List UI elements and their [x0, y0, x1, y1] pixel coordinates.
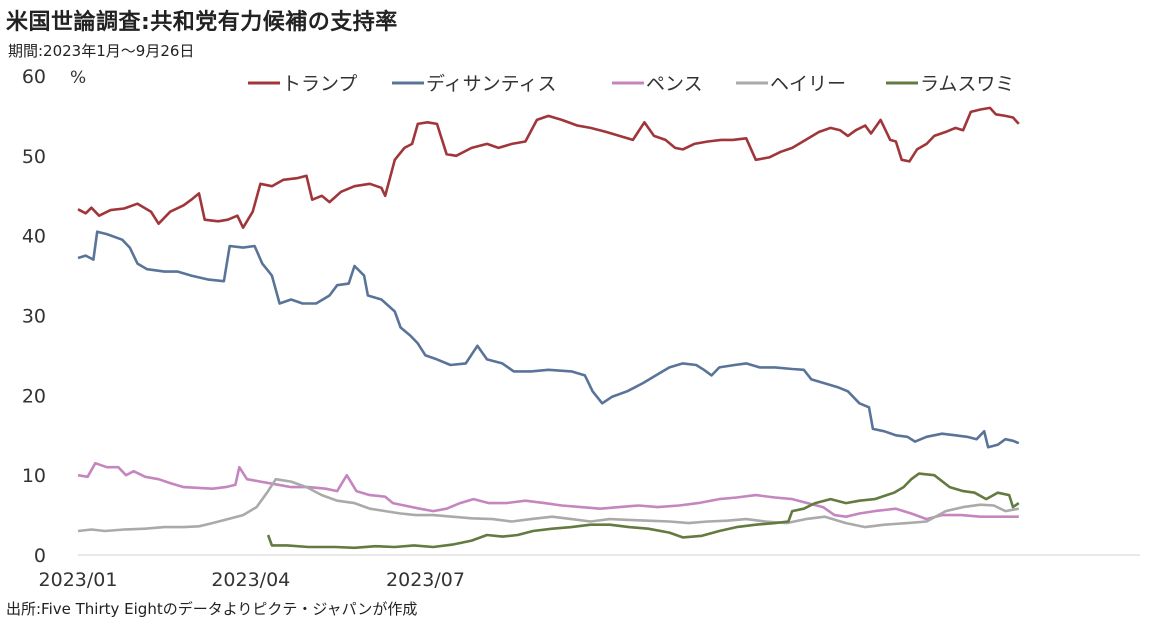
x-axis-ticks: 2023/01 2023/04 2023/07	[39, 569, 465, 591]
x-tick-label: 2023/04	[211, 569, 290, 591]
legend-label: ラムスワミ	[920, 73, 1014, 95]
y-tick-label: 30	[22, 306, 46, 328]
y-tick-label: 60	[22, 66, 46, 88]
y-axis-ticks: 0 10 20 30 40 50 60	[22, 66, 46, 567]
series-line-5	[266, 472, 1020, 550]
chart-title: 米国世論調査:共和党有力候補の支持率	[6, 10, 398, 35]
y-tick-label: 10	[22, 465, 46, 487]
y-tick-label: 40	[22, 226, 46, 248]
series-line-2	[77, 230, 1020, 449]
series-line-1	[77, 106, 1020, 229]
series-lines	[77, 106, 1020, 550]
y-tick-label: 20	[22, 385, 46, 407]
source-note: 出所:Five Thirty Eightのデータよりピクテ・ジャパンが作成	[6, 600, 418, 618]
x-tick-label: 2023/07	[386, 569, 465, 591]
y-tick-label: 50	[22, 146, 46, 168]
legend-label: ディサンティス	[426, 73, 557, 95]
x-tick-label: 2023/01	[39, 569, 118, 591]
legend-label: ペンス	[646, 73, 703, 95]
legend: トランプ ディサンティス ペンス ヘイリー ラムスワミ	[248, 73, 1014, 95]
y-tick-label: 0	[34, 545, 46, 567]
legend-label: トランプ	[282, 73, 357, 95]
y-axis-unit: %	[70, 68, 86, 88]
legend-label: ヘイリー	[770, 73, 846, 95]
series-line-4	[77, 477, 1020, 533]
series-line-3	[77, 461, 1019, 521]
chart-subtitle: 期間:2023年1月～9月26日	[8, 42, 195, 60]
